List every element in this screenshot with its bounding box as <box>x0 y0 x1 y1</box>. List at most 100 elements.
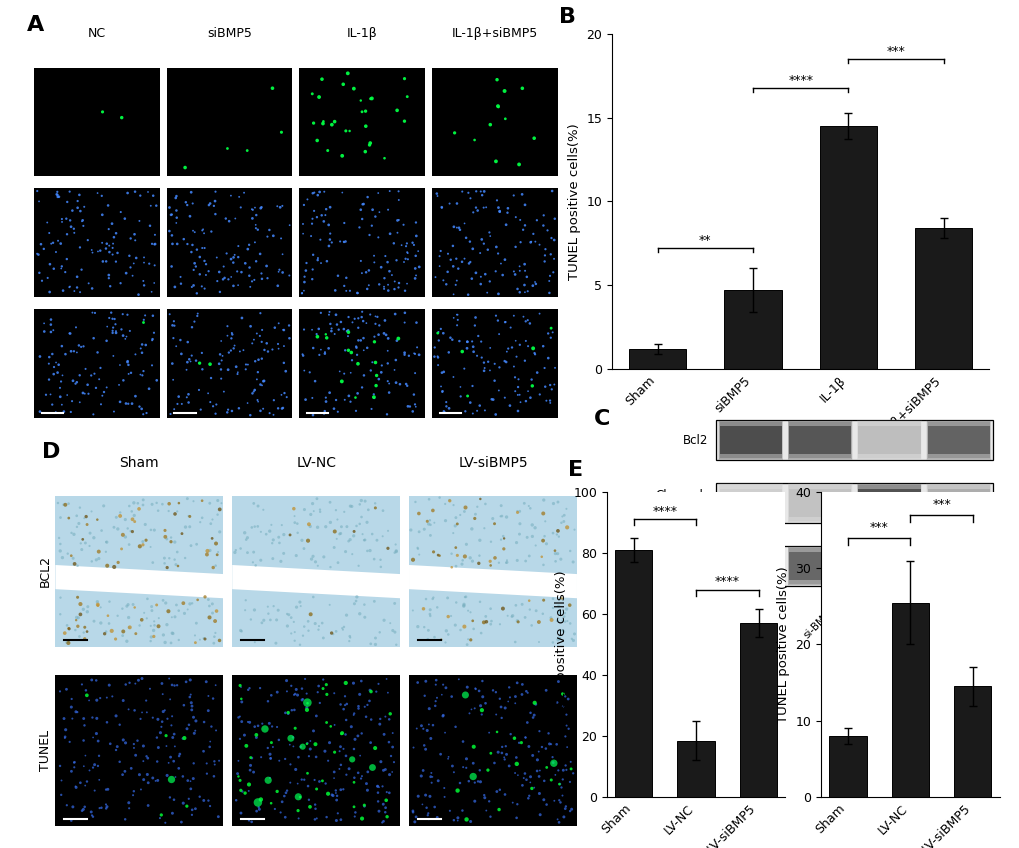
Point <box>300 534 316 548</box>
Point <box>264 343 280 356</box>
Point <box>127 389 144 403</box>
Point <box>340 326 357 339</box>
Point <box>185 279 202 293</box>
Point <box>508 614 525 628</box>
Point <box>442 609 459 622</box>
Point <box>183 808 200 822</box>
Point <box>66 557 83 571</box>
Point <box>232 542 249 555</box>
Point <box>516 278 532 292</box>
Bar <box>718 421 782 459</box>
Point <box>372 560 388 573</box>
Point <box>523 373 539 387</box>
Point <box>96 499 112 513</box>
Point <box>177 551 194 565</box>
Point <box>474 674 490 688</box>
Point <box>411 548 427 561</box>
Point <box>328 625 344 639</box>
Bar <box>431 310 557 418</box>
Point <box>548 695 565 709</box>
Point <box>457 590 473 604</box>
Point <box>65 551 82 565</box>
Bar <box>857 484 920 522</box>
Point <box>541 737 557 750</box>
Point <box>104 248 120 261</box>
Point <box>380 332 396 345</box>
Point <box>496 112 513 126</box>
Point <box>261 223 277 237</box>
Point <box>350 701 366 715</box>
Point <box>202 357 218 371</box>
Point <box>356 598 372 611</box>
Point <box>299 701 315 715</box>
Point <box>540 727 556 740</box>
Point <box>357 494 373 508</box>
Point <box>472 246 488 259</box>
Point <box>371 626 387 639</box>
Point <box>506 689 523 703</box>
Point <box>493 746 510 760</box>
Point <box>179 198 196 212</box>
Point <box>541 393 557 407</box>
Point <box>230 250 247 264</box>
Point <box>291 595 308 609</box>
Point <box>473 351 489 365</box>
Point <box>136 274 152 287</box>
Point <box>243 750 259 764</box>
Point <box>334 622 351 635</box>
Point <box>125 737 142 750</box>
Point <box>121 538 138 551</box>
Point <box>350 357 366 371</box>
Point <box>367 355 383 369</box>
Point <box>239 546 256 560</box>
Point <box>364 355 380 369</box>
Bar <box>787 483 852 523</box>
Point <box>554 763 571 777</box>
Point <box>322 200 338 214</box>
Point <box>417 743 433 756</box>
Point <box>124 269 141 282</box>
Point <box>372 755 388 768</box>
Point <box>433 633 449 646</box>
Point <box>454 554 471 567</box>
Point <box>383 268 399 282</box>
Point <box>233 695 250 709</box>
Point <box>104 326 120 340</box>
Point <box>535 494 551 507</box>
Point <box>388 638 405 651</box>
Point <box>165 315 181 328</box>
Point <box>420 623 436 637</box>
Bar <box>299 310 425 418</box>
Point <box>448 319 465 332</box>
Point <box>109 609 125 622</box>
Point <box>305 550 321 563</box>
Point <box>269 784 285 798</box>
Point <box>498 345 515 359</box>
Point <box>474 188 490 202</box>
Point <box>504 796 521 810</box>
Point <box>486 551 502 565</box>
Point <box>381 712 397 726</box>
Point <box>144 600 160 613</box>
Point <box>335 742 352 756</box>
Point <box>357 533 373 547</box>
Point <box>519 716 535 729</box>
Bar <box>718 484 782 522</box>
Point <box>332 783 348 796</box>
Point <box>296 364 312 377</box>
Point <box>163 718 179 732</box>
Point <box>367 638 383 651</box>
Point <box>254 378 270 392</box>
Point <box>244 212 260 226</box>
Point <box>417 674 433 688</box>
Point <box>444 239 461 253</box>
Point <box>84 673 100 687</box>
Point <box>516 772 532 785</box>
Point <box>432 322 448 336</box>
Point <box>476 185 492 198</box>
Point <box>336 699 353 712</box>
Point <box>462 255 478 269</box>
Point <box>421 514 437 527</box>
Point <box>92 691 108 705</box>
Point <box>75 802 92 816</box>
